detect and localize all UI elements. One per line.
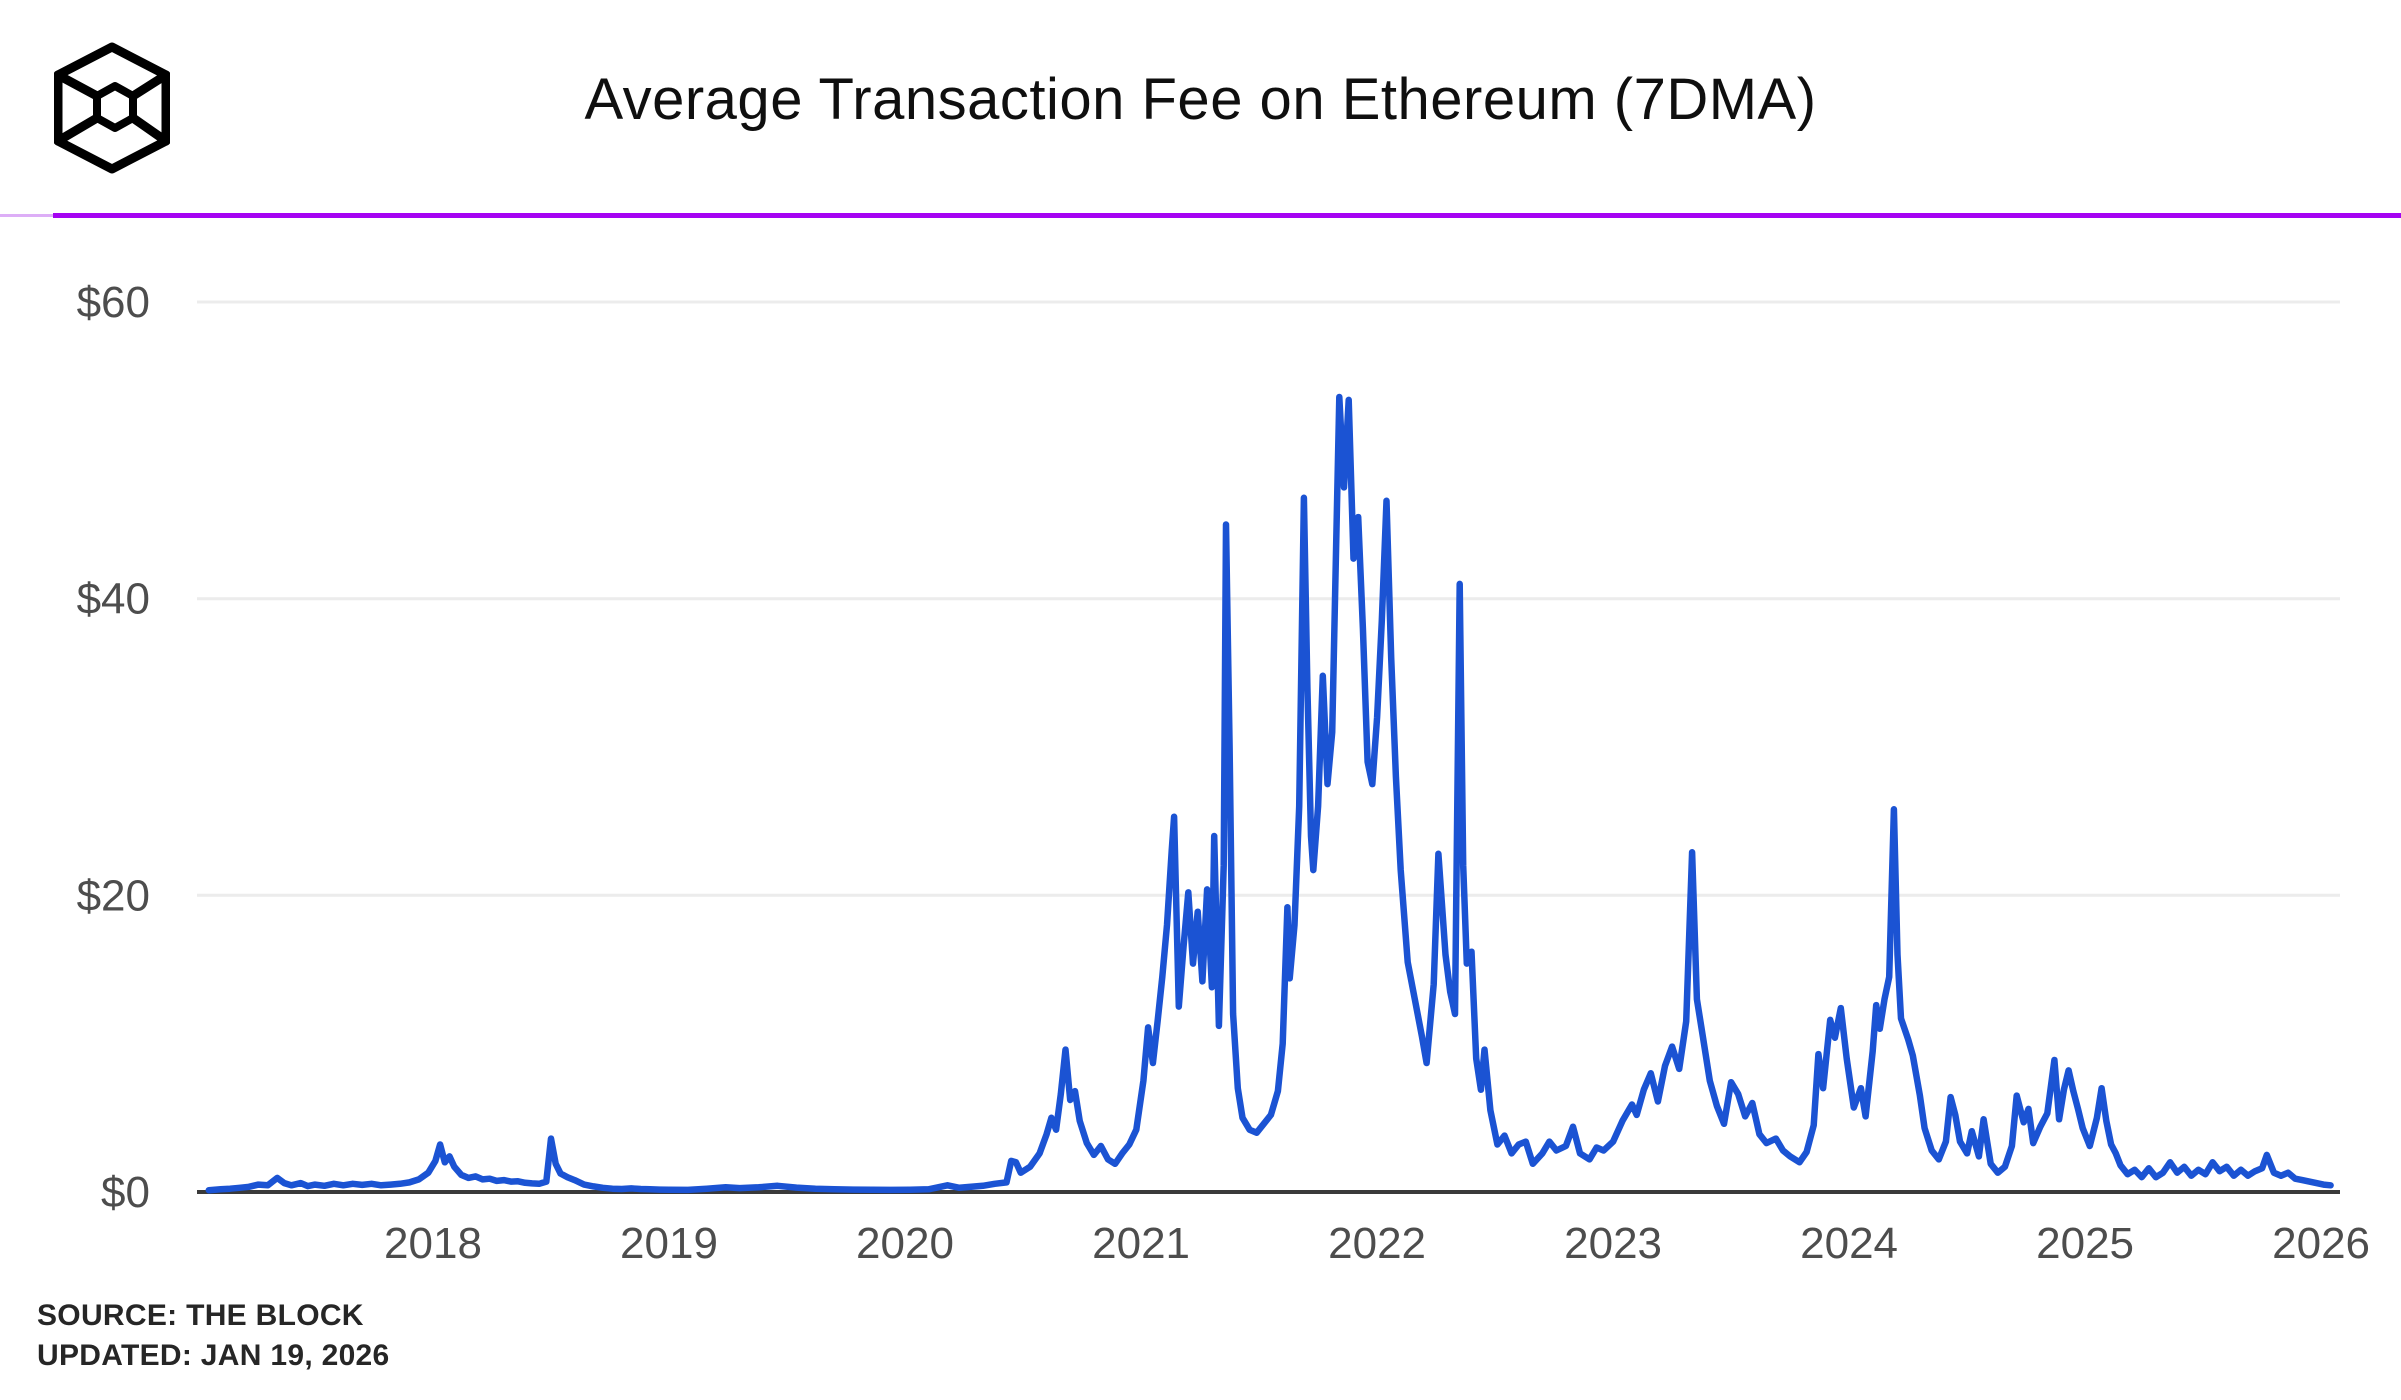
- chart-footer: SOURCE: THE BLOCK UPDATED: JAN 19, 2026: [37, 1296, 390, 1376]
- x-tick-label-2020: 2020: [856, 1219, 954, 1268]
- accent-rule-main: [53, 213, 2401, 218]
- x-tick-label-2026: 2026: [2272, 1219, 2370, 1268]
- series-line-0: [205, 393, 2334, 1194]
- y-tick-label-20: $20: [77, 871, 150, 920]
- logo-edge-ne: [128, 70, 170, 101]
- x-tick-label-2019: 2019: [620, 1219, 718, 1268]
- logo-edge-sw: [54, 113, 102, 146]
- the-block-logo-icon[interactable]: [54, 42, 170, 174]
- accent-rule-left-segment: [0, 214, 53, 217]
- x-tick-label-2025: 2025: [2036, 1219, 2134, 1268]
- source-label: SOURCE: THE BLOCK: [37, 1299, 364, 1332]
- logo-edge-se: [128, 113, 170, 146]
- x-tick-label-2024: 2024: [1800, 1219, 1898, 1268]
- page-title: Average Transaction Fee on Ethereum (7DM…: [584, 67, 1817, 132]
- x-tick-label-2023: 2023: [1564, 1219, 1662, 1268]
- logo-edge-nw: [54, 70, 102, 101]
- x-tick-label-2021: 2021: [1092, 1219, 1190, 1268]
- x-tick-label-2022: 2022: [1328, 1219, 1426, 1268]
- x-tick-label-2018: 2018: [384, 1219, 482, 1268]
- y-tick-label-60: $60: [77, 278, 150, 327]
- y-tick-label-40: $40: [77, 575, 150, 624]
- updated-label: UPDATED: JAN 19, 2026: [37, 1339, 390, 1372]
- accent-rule: [0, 213, 2401, 218]
- y-tick-label-0: $0: [101, 1168, 150, 1217]
